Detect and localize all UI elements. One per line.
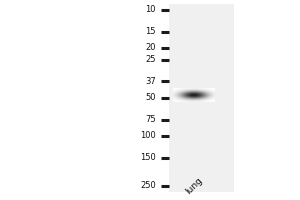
Text: 25: 25 (146, 55, 156, 64)
Text: 37: 37 (145, 77, 156, 86)
Text: 20: 20 (146, 43, 156, 52)
Text: 75: 75 (146, 115, 156, 124)
Text: 10: 10 (146, 5, 156, 14)
Text: 50: 50 (146, 93, 156, 102)
Text: 15: 15 (146, 27, 156, 36)
Text: 100: 100 (140, 131, 156, 140)
Text: lung: lung (184, 176, 205, 196)
Text: 150: 150 (140, 153, 156, 162)
Bar (169, 4, 234, 192)
Text: 250: 250 (140, 181, 156, 190)
